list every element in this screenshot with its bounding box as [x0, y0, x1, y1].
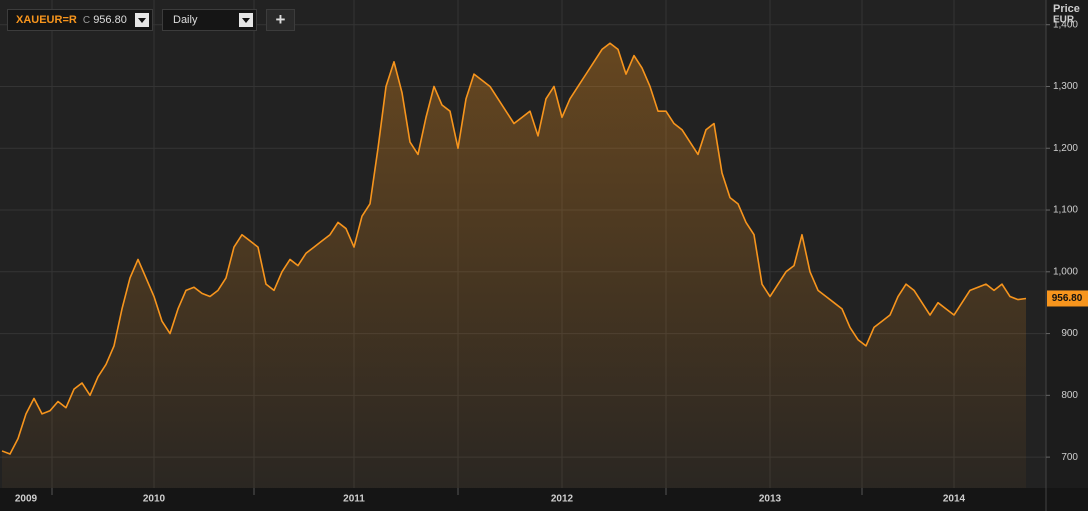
x-tick-label: 2009: [15, 494, 38, 505]
last-price-label: 956.80: [1052, 293, 1083, 304]
interval-dropdown[interactable]: Daily: [162, 9, 257, 31]
symbol: XAUEUR=R: [16, 14, 77, 26]
axis-title: EUR: [1053, 15, 1075, 26]
close-price: 956.80: [93, 14, 127, 26]
y-tick-label: 1,400: [1053, 19, 1078, 30]
area: [2, 43, 1026, 488]
interval: Daily: [173, 14, 198, 26]
y-tick-label: 1,100: [1053, 205, 1078, 216]
x-axis-strip: [0, 488, 1088, 511]
x-tick-label: 2012: [551, 494, 574, 505]
y-tick-label: 900: [1061, 328, 1078, 339]
y-tick-label: 1,000: [1053, 266, 1078, 277]
y-tick-label: 700: [1061, 452, 1078, 463]
x-tick-label: 2011: [343, 494, 365, 505]
y-tick-label: 800: [1061, 390, 1078, 401]
close-prefix: C: [82, 15, 91, 26]
y-tick-label: 1,200: [1053, 143, 1078, 154]
x-tick-label: 2013: [759, 494, 782, 505]
dropdown-arrow: [135, 13, 149, 27]
price-line: [1, 42, 1027, 455]
dropdown-arrow: [239, 13, 253, 27]
y-tick-label: 1,300: [1053, 81, 1078, 92]
x-tick-label: 2010: [143, 494, 166, 505]
x-tick-label: 2014: [943, 494, 966, 505]
axis-title: Price: [1053, 3, 1080, 15]
last-price-box: [1047, 290, 1088, 307]
add-button[interactable]: +: [266, 9, 295, 31]
symbol-dropdown[interactable]: XAUEUR=R C 956.80: [7, 9, 153, 31]
